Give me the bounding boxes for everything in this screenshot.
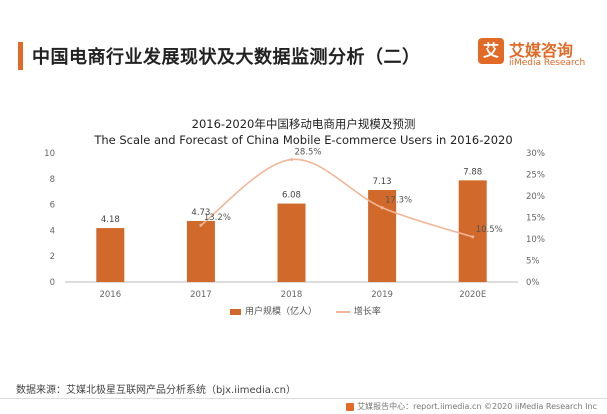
footer: 艾媒报告中心：report.iimedia.cn ©2020 iiMedia R… <box>346 401 597 412</box>
y-right-tick-label: 10% <box>526 235 545 245</box>
page-title: 中国电商行业发展现状及大数据监测分析（二） <box>32 47 421 68</box>
growth-rate-label: 10.5% <box>476 225 503 235</box>
logo-name-en: iiMedia Research <box>509 58 586 68</box>
x-tick-label: 2016 <box>99 290 121 300</box>
legend-item-bar[interactable]: 用户规模（亿人） <box>230 304 317 317</box>
chart-legend: 用户规模（亿人） 增长率 <box>230 304 397 317</box>
growth-rate-point <box>290 157 293 161</box>
legend-item-line[interactable]: 增长率 <box>335 304 381 317</box>
growth-rate-label: 17.3% <box>385 196 412 206</box>
chart-title-en: The Scale and Forecast of China Mobile E… <box>94 133 513 147</box>
brand-logo[interactable]: 艾 艾媒咨询 iiMedia Research <box>478 36 598 76</box>
logo-name-cn: 艾媒咨询 <box>509 41 574 60</box>
y-left-tick-label: 4 <box>50 226 55 236</box>
y-right-tick-label: 25% <box>526 171 545 181</box>
footer-logo-icon <box>346 402 355 411</box>
y-right-tick-label: 30% <box>526 149 545 159</box>
x-tick-label: 2017 <box>190 290 212 300</box>
logo-icon: 艾 <box>478 38 504 64</box>
legend-bar-label: 用户规模（亿人） <box>245 307 318 317</box>
bar-value-label: 4.18 <box>101 215 120 225</box>
data-source: 数据来源：艾媒北极星互联网产品分析系统（bjx.iimedia.cn） <box>16 385 296 396</box>
bar-value-label: 7.88 <box>463 167 482 177</box>
bar <box>368 190 397 282</box>
x-tick-label: 2020E <box>459 290 486 300</box>
bar-value-label: 7.13 <box>373 177 392 187</box>
bar <box>458 180 487 282</box>
growth-rate-point <box>471 235 475 239</box>
growth-rate-point <box>380 206 384 210</box>
bar-value-label: 6.08 <box>282 191 301 201</box>
bar <box>186 220 215 282</box>
y-right-tick-label: 15% <box>526 214 545 224</box>
footer-divider <box>0 398 607 399</box>
growth-rate-line <box>200 158 473 238</box>
growth-rate-point <box>199 223 203 227</box>
growth-rate-label: 28.5% <box>295 147 322 157</box>
y-left-tick-label: 0 <box>50 278 55 288</box>
y-right-tick-label: 5% <box>526 257 540 267</box>
y-left-tick-label: 10 <box>44 149 55 159</box>
bar <box>96 228 125 282</box>
title-accent-bar <box>18 42 23 70</box>
chart-title-cn: 2016-2020年中国移动电商用户规模及预测 <box>191 117 416 131</box>
legend-line-label: 增长率 <box>353 307 381 317</box>
footer-text: 艾媒报告中心：report.iimedia.cn ©2020 iiMedia R… <box>357 402 597 411</box>
legend-line-swatch <box>335 310 350 313</box>
y-right-tick-label: 0% <box>526 278 540 288</box>
bar-value-label: 4.73 <box>191 208 210 218</box>
y-left-tick-label: 2 <box>50 252 55 262</box>
growth-rate-label: 13.2% <box>204 213 231 223</box>
y-left-tick-label: 6 <box>50 201 55 211</box>
legend-bar-swatch <box>230 308 241 315</box>
y-left-tick-label: 8 <box>50 175 55 185</box>
x-tick-label: 2018 <box>281 290 303 300</box>
bar <box>277 203 306 282</box>
y-right-tick-label: 20% <box>526 192 545 202</box>
x-tick-label: 2019 <box>371 290 393 300</box>
